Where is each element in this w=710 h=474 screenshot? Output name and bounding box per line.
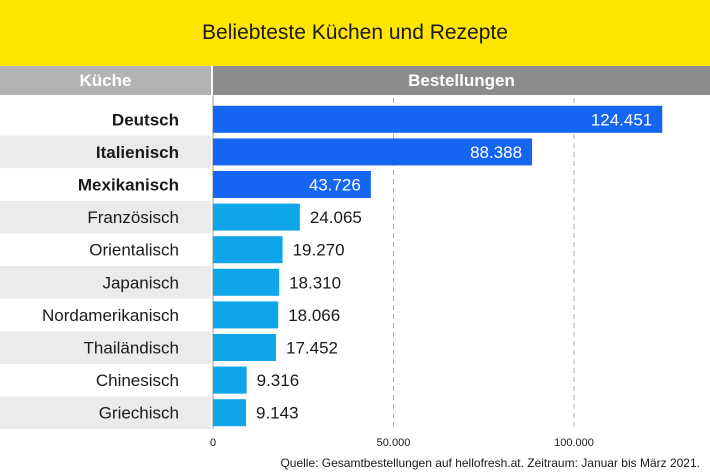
value-label: 9.143: [256, 404, 299, 423]
bar-französisch: [213, 203, 300, 231]
bar-italienisch: [213, 138, 533, 166]
value-label: 124.451: [591, 110, 652, 129]
value-label: 19.270: [293, 241, 345, 260]
value-label: 17.452: [286, 339, 338, 358]
category-label: Orientalisch: [89, 241, 179, 260]
row-stripe: [0, 331, 211, 364]
bar-nordamerikanisch: [213, 301, 279, 329]
bar-mexikanisch: [213, 171, 371, 198]
value-label: 9.316: [257, 371, 300, 390]
category-label: Deutsch: [112, 110, 179, 129]
tick-label: 100.000: [554, 437, 594, 449]
category-label: Französisch: [87, 208, 179, 227]
category-label: Thailändisch: [84, 339, 179, 358]
category-label: Chinesisch: [96, 371, 179, 390]
category-label: Mexikanisch: [78, 176, 179, 195]
title-bar: [0, 0, 710, 66]
category-label: Griechisch: [99, 404, 179, 423]
header-bestellungen: Bestellungen: [213, 66, 710, 95]
value-label: 88.388: [470, 143, 522, 162]
value-label: 18.310: [289, 273, 341, 292]
bar-deutsch: [213, 105, 663, 133]
bar-orientalisch: [213, 236, 283, 264]
value-label: 18.066: [288, 306, 340, 325]
row-stripe: [0, 396, 211, 429]
category-label: Japanisch: [102, 273, 179, 292]
category-label: Italienisch: [96, 143, 179, 162]
bar-chinesisch: [213, 366, 247, 394]
category-label: Nordamerikanisch: [42, 306, 179, 325]
row-stripe: [0, 200, 211, 234]
tick-label: 50.000: [377, 437, 411, 449]
chart-title: Beliebteste Küchen und Rezepte: [202, 21, 508, 44]
row-stripe: [0, 266, 211, 299]
bar-japanisch: [213, 268, 280, 296]
tick-label: 0: [210, 437, 216, 449]
bar-thailändisch: [213, 334, 277, 361]
value-label: 24.065: [310, 208, 362, 227]
row-stripe: [0, 135, 211, 169]
header-kueche: Küche: [0, 66, 211, 95]
source-note: Quelle: Gesamtbestellungen auf hellofres…: [280, 456, 700, 470]
bar-griechisch: [213, 399, 247, 427]
value-label: 43.726: [309, 176, 361, 195]
